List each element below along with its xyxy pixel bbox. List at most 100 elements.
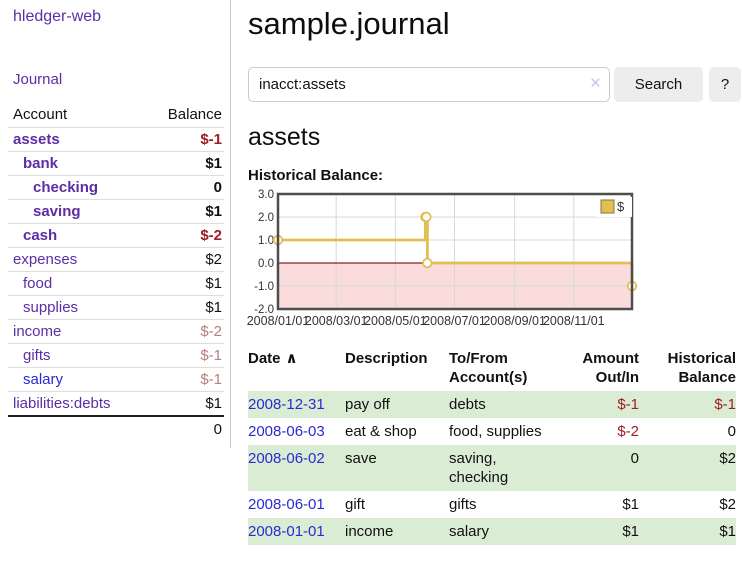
description-column-header: Description (345, 350, 428, 367)
transaction-date-link[interactable]: 2008-06-02 (248, 450, 325, 467)
legend-swatch (600, 199, 615, 214)
amount-cell: $-1 (617, 396, 639, 413)
x-tick-label: 2008/09/01 (483, 314, 546, 328)
data-point-marker (422, 257, 433, 269)
account-link[interactable]: saving (33, 203, 81, 220)
transaction-date-link[interactable]: 2008-06-03 (248, 423, 325, 440)
transaction-date-link[interactable]: 2008-01-01 (248, 523, 325, 540)
accounts-header-row: Account Balance (8, 102, 224, 128)
balance-cell: $-1 (714, 396, 736, 413)
date-cell: 2008-06-01 (248, 491, 345, 518)
description-cell: gift (345, 496, 366, 513)
account-column-header: Account (8, 102, 148, 128)
clear-search-icon[interactable]: × (589, 73, 601, 94)
app-title-link[interactable]: hledger-web (13, 8, 102, 25)
x-tick-label: 2008/03/01 (305, 314, 368, 328)
search-bar: × Search ? (248, 67, 742, 102)
balance-cell: $1 (719, 523, 736, 540)
x-tick-label: 2008/05/01 (364, 314, 427, 328)
amount-cell: 0 (630, 450, 639, 467)
account-row: bank $1 (8, 151, 224, 176)
accounts-cell: food, supplies (449, 423, 542, 440)
account-link[interactable]: bank (23, 155, 59, 172)
date-cell: 2008-12-31 (248, 391, 345, 418)
account-balance: $2 (147, 247, 224, 272)
accounts-column-header: To/From Account(s) (449, 350, 528, 386)
account-row: expenses $2 (8, 247, 224, 272)
legend-label: $ (617, 199, 625, 214)
sort-ascending-icon: ∧ (285, 350, 298, 367)
data-point-marker (421, 211, 432, 223)
plot-border (276, 192, 634, 311)
y-tick-label: -1.0 (254, 281, 274, 293)
account-link[interactable]: food (23, 275, 53, 292)
date-cell: 2008-06-02 (248, 445, 345, 491)
search-input[interactable] (248, 67, 610, 102)
date-cell: 2008-01-01 (248, 518, 345, 545)
journal-link[interactable]: Journal (13, 71, 63, 88)
y-tick-label: -2.0 (254, 304, 274, 316)
account-balance: $-2 (147, 223, 224, 248)
help-button[interactable]: ? (709, 67, 741, 102)
account-balance: $-2 (147, 319, 224, 344)
description-cell: save (345, 450, 377, 467)
amount-column-header: Amount Out/In (582, 350, 639, 386)
account-link[interactable]: checking (33, 179, 99, 196)
account-balance: $-1 (147, 343, 224, 368)
account-row: salary $-1 (8, 367, 224, 392)
historical-balance-label: Historical Balance: (248, 167, 384, 184)
account-link[interactable]: cash (23, 227, 58, 244)
accounts-table: Account Balance assets $-1 bank $1 checking 0… (8, 102, 224, 442)
account-row: assets $-1 (8, 127, 224, 152)
account-heading: assets (248, 123, 321, 151)
account-balance: $1 (147, 151, 224, 176)
balance-cell: $2 (719, 496, 736, 513)
search-button[interactable]: Search (614, 67, 703, 102)
amount-cell: $-2 (617, 423, 639, 440)
transaction-date-link[interactable]: 2008-06-01 (248, 496, 325, 513)
account-row: gifts $-1 (8, 343, 224, 368)
account-link[interactable]: salary (23, 371, 64, 388)
accounts-cell: debts (449, 396, 486, 413)
transaction-row: 2008-06-02 save saving, checking 0 $2 (248, 445, 736, 491)
account-row: liabilities:debts $1 (8, 391, 224, 417)
account-balance: 0 (147, 175, 224, 200)
historical-balance-chart: 2008/01/012008/03/012008/05/012008/07/01… (247, 189, 638, 328)
register-header-row: Date ∧ Description To/From Account(s) Amo… (248, 347, 736, 391)
balance-cell: $2 (719, 450, 736, 467)
y-tick-label: 3.0 (258, 189, 274, 201)
account-balance: $1 (147, 271, 224, 296)
account-balance: $1 (147, 295, 224, 320)
account-link[interactable]: liabilities:debts (13, 395, 111, 412)
account-link[interactable]: assets (13, 131, 60, 148)
transaction-date-link[interactable]: 2008-12-31 (248, 396, 325, 413)
account-row: income $-2 (8, 319, 224, 344)
account-link[interactable]: expenses (13, 251, 78, 268)
date-cell: 2008-06-03 (248, 418, 345, 445)
account-row: supplies $1 (8, 295, 224, 320)
transaction-row: 2008-12-31 pay off debts $-1 $-1 (248, 391, 736, 418)
accounts-cell: gifts (449, 496, 477, 513)
sidebar: hledger-web Journal Account Balance asse… (0, 0, 231, 448)
description-cell: eat & shop (345, 423, 417, 440)
account-link[interactable]: income (13, 323, 62, 340)
account-link[interactable]: gifts (23, 347, 51, 364)
account-balance: $-1 (147, 367, 224, 392)
account-link[interactable]: supplies (23, 299, 79, 316)
account-row: saving $1 (8, 199, 224, 224)
x-tick-label: 2008/01/01 (247, 314, 310, 328)
account-balance: $1 (147, 391, 224, 417)
description-cell: pay off (345, 396, 390, 413)
amount-cell: $1 (622, 523, 639, 540)
page-title: sample.journal (248, 6, 450, 41)
balance-column-header: Historical Balance (667, 350, 736, 386)
amount-cell: $1 (622, 496, 639, 513)
transaction-row: 2008-06-03 eat & shop food, supplies $-2 0 (248, 418, 736, 445)
account-row: checking 0 (8, 175, 224, 200)
balance-cell: 0 (727, 423, 736, 440)
date-column-header[interactable]: Date ∧ (248, 350, 298, 367)
accounts-total-value: 0 (147, 415, 224, 442)
y-tick-label: 1.0 (258, 235, 274, 247)
y-tick-label: 2.0 (258, 212, 274, 224)
description-cell: income (345, 523, 394, 540)
